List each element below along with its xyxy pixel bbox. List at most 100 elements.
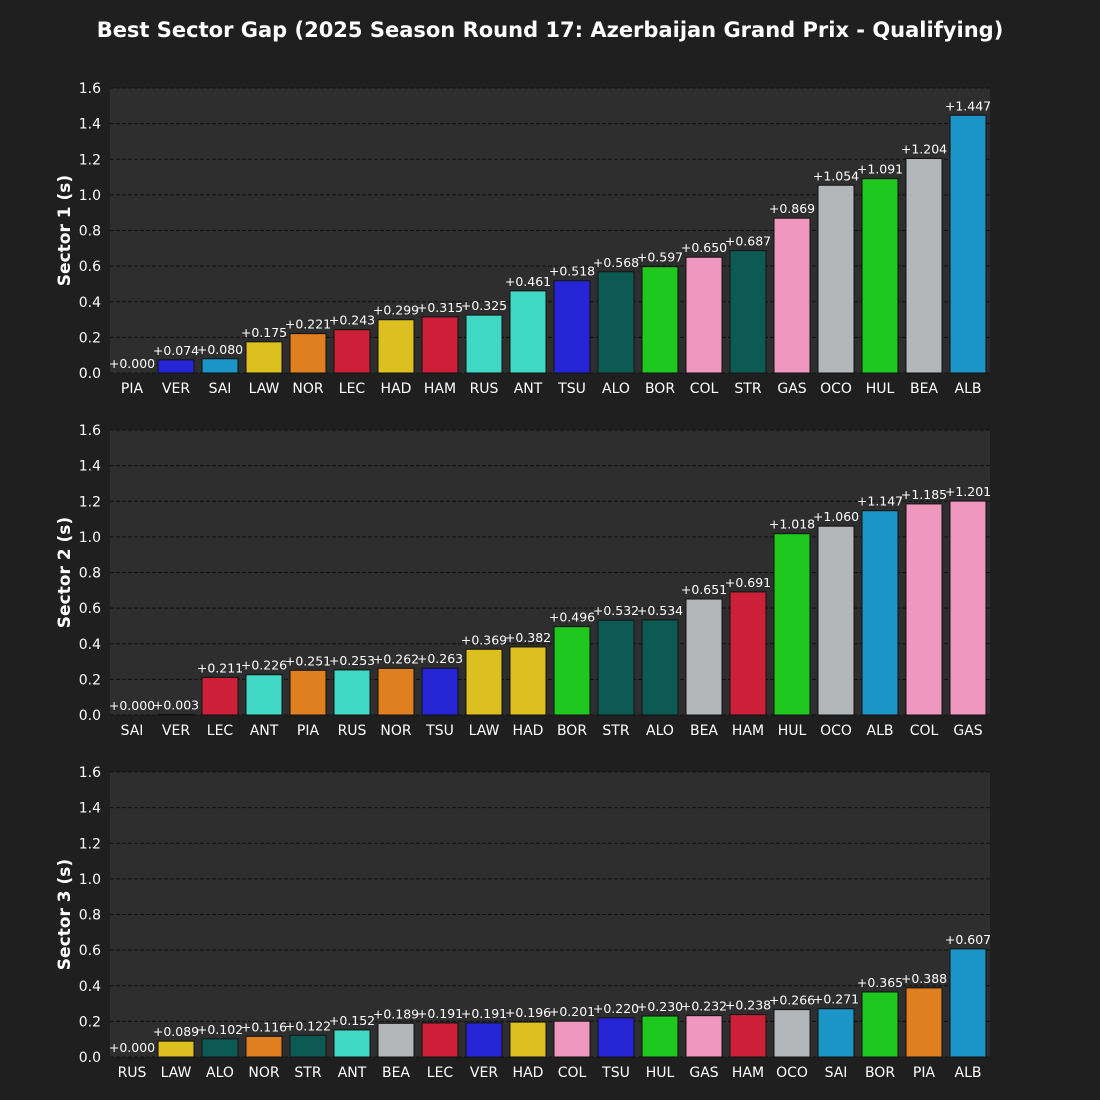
x-tick-label: STR <box>294 1065 321 1081</box>
bar-value-label: +0.175 <box>241 325 287 340</box>
x-tick-label: GAS <box>953 723 982 739</box>
sector-panel-3: 0.0 0.2 0.4 0.6 0.8 1.0 1.2 1.4 1.6 Sector 3 (s) +… <box>55 765 991 1081</box>
x-tick-label: BOR <box>645 381 675 397</box>
x-tick-label: NOR <box>292 381 323 397</box>
bar-tsu <box>421 667 459 716</box>
bar-value-label: +0.253 <box>329 653 375 668</box>
x-tick-label: TSU <box>601 1065 630 1081</box>
x-tick-label: VER <box>162 723 190 739</box>
bar-value-label: +0.080 <box>197 342 243 357</box>
bar-oco <box>773 1009 811 1058</box>
bar-value-label: +0.568 <box>593 255 639 270</box>
bar-lec <box>201 676 239 716</box>
bar-value-label: +0.122 <box>285 1018 331 1033</box>
x-tick-label: BEA <box>382 1065 410 1081</box>
y-tick-label: 1.2 <box>79 494 101 510</box>
chart-title: Best Sector Gap (2025 Season Round 17: A… <box>96 18 1004 42</box>
bar-alb <box>949 948 987 1058</box>
x-tick-label: COL <box>558 1065 587 1081</box>
bar-value-label: +0.201 <box>549 1004 595 1019</box>
bar-str <box>289 1034 327 1058</box>
x-tick-label: NOR <box>380 723 411 739</box>
bar-value-label: +0.365 <box>857 975 903 990</box>
bar-value-label: +0.196 <box>505 1005 551 1020</box>
bar-value-label: +1.204 <box>901 142 947 157</box>
x-tick-label: BEA <box>910 381 938 397</box>
bar-value-label: +0.221 <box>285 317 331 332</box>
x-tick-label: SAI <box>209 381 232 397</box>
x-tick-label: RUS <box>470 381 499 397</box>
x-tick-label: HAD <box>513 723 544 739</box>
y-tick-label: 1.2 <box>79 836 101 852</box>
bar-value-label: +0.189 <box>373 1006 419 1021</box>
x-tick-label: PIA <box>121 381 144 397</box>
bar-sai <box>201 358 239 374</box>
bar-value-label: +1.060 <box>813 509 859 524</box>
bar-value-label: +0.238 <box>725 998 771 1013</box>
bar-value-label: +1.054 <box>813 168 859 183</box>
bar-value-label: +0.000 <box>109 356 155 371</box>
x-tick-label: TSU <box>425 723 454 739</box>
bar-value-label: +0.496 <box>549 610 595 625</box>
y-tick-label: 1.2 <box>79 152 101 168</box>
x-tick-label: HUL <box>646 1065 675 1081</box>
bar-value-label: +0.211 <box>197 660 243 675</box>
bar-law <box>245 341 283 374</box>
bar-nor <box>377 667 415 716</box>
sector-panel-1: 0.0 0.2 0.4 0.6 0.8 1.0 1.2 1.4 1.6 Sector 1 (s) +… <box>55 81 991 397</box>
bar-value-label: +0.518 <box>549 264 595 279</box>
x-tick-label: STR <box>734 381 761 397</box>
x-tick-label: HAM <box>424 381 456 397</box>
bar-value-label: +0.597 <box>637 250 683 265</box>
bar-str <box>729 250 767 374</box>
bar-value-label: +0.243 <box>329 313 375 328</box>
x-tick-label: GAS <box>689 1065 718 1081</box>
y-tick-label: 1.4 <box>79 117 101 133</box>
bar-value-label: +1.147 <box>857 494 903 509</box>
x-tick-label: STR <box>602 723 629 739</box>
y-tick-label: 1.0 <box>79 872 101 888</box>
x-tick-label: GAS <box>777 381 806 397</box>
x-tick-label: LEC <box>339 381 366 397</box>
x-tick-label: RUS <box>338 723 367 739</box>
bar-ver <box>157 713 195 716</box>
x-tick-label: LEC <box>427 1065 454 1081</box>
bar-tsu <box>597 1017 635 1058</box>
y-tick-label: 0.8 <box>79 566 101 582</box>
bar-value-label: +0.315 <box>417 300 463 315</box>
x-tick-label: OCO <box>820 381 852 397</box>
y-tick-label: 0.0 <box>79 1050 101 1066</box>
bar-ham <box>729 1014 767 1058</box>
y-tick-label: 0.2 <box>79 672 101 688</box>
bar-had <box>377 319 415 374</box>
x-tick-label: ANT <box>250 723 279 739</box>
y-tick-label: 0.4 <box>79 637 101 653</box>
bar-oco <box>817 184 855 374</box>
bar-value-label: +0.369 <box>461 632 507 647</box>
y-tick-label: 0.8 <box>79 224 101 240</box>
bar-law <box>465 648 503 716</box>
x-tick-label: HAM <box>732 1065 764 1081</box>
x-tick-label: ALB <box>867 723 894 739</box>
y-tick-label: 0.6 <box>79 259 101 275</box>
bar-hul <box>641 1015 679 1058</box>
bar-oco <box>817 525 855 716</box>
bar-gas <box>949 500 987 716</box>
bar-ham <box>421 316 459 374</box>
bar-str <box>597 619 635 716</box>
bar-alo <box>641 619 679 716</box>
bar-value-label: +0.687 <box>725 234 771 249</box>
x-tick-label: ANT <box>514 381 543 397</box>
bar-value-label: +0.262 <box>373 651 419 666</box>
bar-bor <box>641 266 679 374</box>
bar-gas <box>685 1015 723 1058</box>
x-tick-label: BOR <box>557 723 587 739</box>
bar-value-label: +0.116 <box>241 1019 287 1034</box>
x-tick-label: LAW <box>249 381 280 397</box>
bar-value-label: +0.534 <box>637 603 683 618</box>
x-tick-label: HUL <box>778 723 807 739</box>
bar-ver <box>465 1022 503 1058</box>
bar-value-label: +0.232 <box>681 999 727 1014</box>
bar-ant <box>333 1029 371 1058</box>
x-tick-label: HAM <box>732 723 764 739</box>
